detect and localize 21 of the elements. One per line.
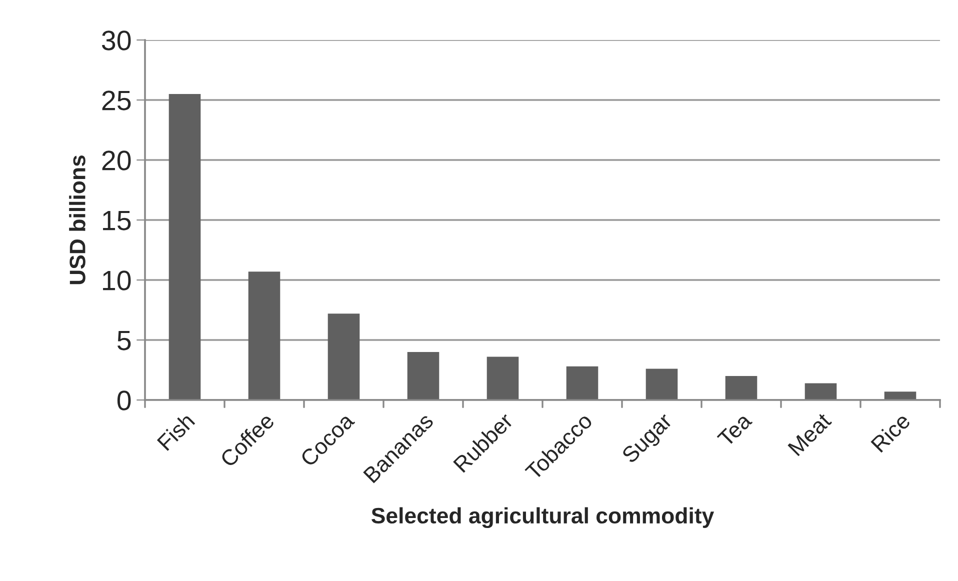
bar <box>566 366 598 400</box>
x-tick-label: Fish <box>156 412 196 452</box>
bar <box>486 356 519 400</box>
bar <box>725 376 758 400</box>
y-tick-label: 30 <box>102 30 131 50</box>
x-tick-label: Tea <box>716 412 753 448</box>
bar <box>804 383 837 400</box>
bar <box>328 314 360 400</box>
y-tick-label: 0 <box>117 390 131 410</box>
y-tick-label: 10 <box>103 270 131 290</box>
x-tick-label: Rice <box>870 412 912 453</box>
bar <box>248 272 280 400</box>
y-tick-label: 25 <box>102 90 131 110</box>
bar <box>407 352 440 400</box>
x-axis-title: Selected agricultural commodity <box>371 507 714 528</box>
y-tick-label: 15 <box>103 210 131 230</box>
bar <box>646 368 678 400</box>
bar <box>168 94 201 400</box>
y-tick-label: 5 <box>117 330 131 350</box>
y-axis-title: USD billions <box>69 155 86 284</box>
y-tick-label: 20 <box>102 150 131 170</box>
